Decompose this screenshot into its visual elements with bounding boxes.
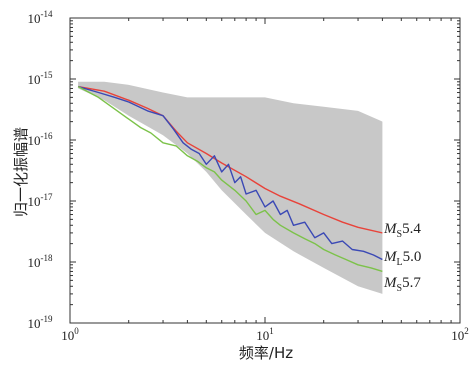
series-label: MS5.7 bbox=[383, 275, 421, 294]
series-line bbox=[77, 85, 383, 261]
series-line bbox=[77, 85, 383, 234]
plot-area bbox=[77, 81, 383, 294]
x-axis-title: 频率/Hz bbox=[239, 344, 293, 362]
axes: 100 101 102 10-14 10-15 10-16 10-17 10-18 10-19 bbox=[28, 9, 469, 343]
y-tick-label: 10-16 bbox=[28, 131, 53, 148]
series-label: ML5.0 bbox=[383, 249, 421, 268]
y-tick-label: 10-17 bbox=[28, 192, 53, 209]
y-tick-label: 10-15 bbox=[28, 70, 53, 87]
x-tick-label: 100 bbox=[61, 326, 79, 343]
spectra-envelope bbox=[78, 81, 383, 294]
series-line bbox=[77, 85, 383, 273]
y-tick-label: 10-14 bbox=[28, 9, 53, 26]
x-tick-label: 101 bbox=[256, 326, 274, 343]
y-axis-title: 归一化振幅谱 bbox=[12, 127, 30, 217]
y-tick-label: 10-19 bbox=[28, 314, 53, 331]
x-tick-label: 102 bbox=[451, 326, 469, 343]
series-label: MS5.4 bbox=[383, 221, 421, 240]
series-labels: MS5.4 ML5.0 MS5.7 bbox=[383, 221, 421, 294]
y-tick-label: 10-18 bbox=[28, 253, 53, 270]
